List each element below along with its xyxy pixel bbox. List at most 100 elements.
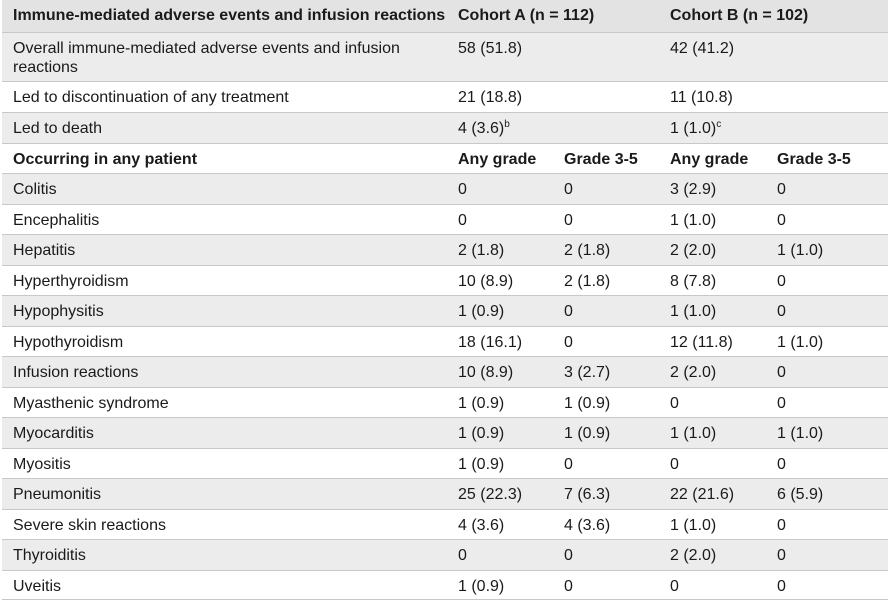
cohort-b-any-grade: 1 (1.0) [670, 516, 717, 534]
row-label: Overall immune-mediated adverse events a… [13, 40, 400, 76]
row-label: Myocarditis [13, 425, 94, 442]
cohort-a-grade-3-5: 0 [564, 211, 573, 229]
cohort-b-any-grade: 1 (1.0) [670, 211, 717, 229]
cohort-a-grade-3-5: 7 (6.3) [564, 486, 611, 503]
cohort-a-grade-3-5: 0 [564, 455, 573, 473]
cohort-a-any-grade: 2 (1.8) [458, 242, 505, 259]
cohort-b-grade-3-5: 1 (1.0) [777, 425, 824, 442]
subheader-a-g35: Grade 3-5 [564, 151, 638, 168]
cohort-b-grade-3-5: 0 [777, 364, 786, 381]
table-row: Pneumonitis 25 (22.3) 7 (6.3) 22 (21.6) 6 (5… [2, 479, 888, 510]
table-row: Hepatitis 2 (1.8) 2 (1.8) 2 (2.0) 1 (1.0) [2, 235, 888, 266]
row-label: Colitis [13, 181, 57, 198]
table-row: Myositis 1 (0.9) 0 0 0 [2, 448, 888, 479]
cohort-a-any-grade: 0 [458, 181, 467, 198]
table-row: Infusion reactions 10 (8.9) 3 (2.7) 2 (2.0)… [2, 357, 888, 388]
row-label: Hyperthyroidism [13, 272, 129, 290]
row-label: Uveitis [13, 577, 62, 595]
cohort-a-grade-3-5: 0 [564, 303, 573, 320]
row-label: Hypophysitis [13, 303, 104, 320]
cohort-a-grade-3-5: 1 (0.9) [564, 425, 611, 442]
cohort-b-any-grade: 1 (1.0) [670, 425, 717, 442]
cohort-b-grade-3-5: 0 [777, 394, 786, 412]
table-row: Led to death 4 (3.6)b 1 (1.0)c [2, 113, 888, 144]
cohort-a-any-grade: 0 [458, 547, 467, 564]
subheader-b-any: Any grade [670, 151, 749, 168]
cohort-a-grade-3-5: 0 [564, 181, 573, 198]
cohort-b-any-grade: 2 (2.0) [670, 242, 717, 259]
cohort-a-grade-3-5: 1 (0.9) [564, 394, 611, 412]
table-row: Myocarditis 1 (0.9) 1 (0.9) 1 (1.0) 1 (1.0) [2, 418, 888, 449]
cohort-a-value: 58 (51.8) [458, 40, 523, 57]
cohort-b-value: 1 (1.0)c [670, 119, 722, 138]
event-rows: Colitis 0 0 3 (2.9) 0 Encephalitis 0 0 1 (1.0) 0 H… [2, 174, 888, 600]
cohort-b-grade-3-5: 0 [777, 272, 786, 290]
cohort-a-any-grade: 18 (16.1) [458, 333, 523, 351]
row-label: Led to death [13, 120, 102, 137]
table-row: Hypothyroidism 18 (16.1) 0 12 (11.8) 1 (1.0) [2, 326, 888, 357]
cohort-a-any-grade: 25 (22.3) [458, 486, 523, 503]
row-label: Myasthenic syndrome [13, 394, 169, 412]
row-label: Hypothyroidism [13, 333, 124, 351]
subheader-label: Occurring in any patient [13, 151, 198, 168]
table-header-row: Immune-mediated adverse events and infus… [2, 0, 888, 33]
cohort-b-grade-3-5: 0 [777, 303, 786, 320]
cohort-b-grade-3-5: 0 [777, 577, 786, 595]
cohort-b-grade-3-5: 0 [777, 455, 786, 473]
row-label: Encephalitis [13, 211, 100, 229]
cohort-a-any-grade: 1 (0.9) [458, 394, 505, 412]
subheader-b-g35: Grade 3-5 [777, 151, 851, 168]
cohort-a-grade-3-5: 2 (1.8) [564, 242, 611, 259]
table-row: Colitis 0 0 3 (2.9) 0 [2, 174, 888, 205]
header-cohort-b: Cohort B (n = 102) [670, 7, 809, 24]
table-row: Led to discontinuation of any treatment … [2, 82, 888, 113]
cohort-a-value: 21 (18.8) [458, 89, 523, 106]
cohort-b-any-grade: 0 [670, 455, 679, 473]
row-label: Hepatitis [13, 242, 76, 259]
row-label: Thyroiditis [13, 547, 86, 564]
cohort-a-any-grade: 10 (8.9) [458, 364, 514, 381]
cohort-b-any-grade: 2 (2.0) [670, 547, 717, 564]
table-row: Hyperthyroidism 10 (8.9) 2 (1.8) 8 (7.8) 0 [2, 265, 888, 296]
row-label: Led to discontinuation of any treatment [13, 89, 289, 106]
table-row: Encephalitis 0 0 1 (1.0) 0 [2, 204, 888, 235]
cohort-b-grade-3-5: 1 (1.0) [777, 333, 824, 351]
cohort-b-grade-3-5: 1 (1.0) [777, 242, 824, 259]
cohort-a-any-grade: 10 (8.9) [458, 272, 514, 290]
table-row: Myasthenic syndrome 1 (0.9) 1 (0.9) 0 0 [2, 387, 888, 418]
table-row: Hypophysitis 1 (0.9) 0 1 (1.0) 0 [2, 296, 888, 327]
cohort-a-grade-3-5: 2 (1.8) [564, 272, 611, 290]
cohort-b-value: 42 (41.2) [670, 40, 735, 57]
cohort-b-grade-3-5: 6 (5.9) [777, 486, 824, 503]
cohort-a-grade-3-5: 0 [564, 547, 573, 564]
footnote-marker: b [504, 119, 510, 130]
cohort-b-grade-3-5: 0 [777, 181, 786, 198]
table-row: Uveitis 1 (0.9) 0 0 0 [2, 570, 888, 600]
cohort-b-any-grade: 0 [670, 394, 679, 412]
table-row: Thyroiditis 0 0 2 (2.0) 0 [2, 540, 888, 571]
cohort-b-any-grade: 3 (2.9) [670, 181, 717, 198]
row-label: Pneumonitis [13, 486, 102, 503]
cohort-a-any-grade: 1 (0.9) [458, 303, 505, 320]
cohort-b-any-grade: 8 (7.8) [670, 272, 717, 290]
cohort-a-grade-3-5: 0 [564, 577, 573, 595]
table-row: Overall immune-mediated adverse events a… [2, 33, 888, 82]
cohort-a-any-grade: 4 (3.6) [458, 516, 505, 534]
cohort-a-value: 4 (3.6)b [458, 119, 510, 138]
cohort-a-grade-3-5: 0 [564, 333, 573, 351]
cohort-a-any-grade: 1 (0.9) [458, 425, 505, 442]
cohort-b-any-grade: 22 (21.6) [670, 486, 735, 503]
cohort-a-grade-3-5: 4 (3.6) [564, 516, 611, 534]
row-label: Myositis [13, 455, 71, 473]
cohort-b-grade-3-5: 0 [777, 547, 786, 564]
cohort-b-any-grade: 2 (2.0) [670, 364, 717, 381]
header-title: Immune-mediated adverse events and infus… [13, 7, 446, 24]
cohort-b-value: 11 (10.8) [670, 89, 733, 106]
cohort-b-grade-3-5: 0 [777, 516, 786, 534]
cohort-b-any-grade: 1 (1.0) [670, 303, 717, 320]
cohort-b-any-grade: 0 [670, 577, 679, 595]
row-label: Infusion reactions [13, 364, 139, 381]
cohort-a-grade-3-5: 3 (2.7) [564, 364, 611, 381]
footnote-marker: c [716, 119, 722, 130]
